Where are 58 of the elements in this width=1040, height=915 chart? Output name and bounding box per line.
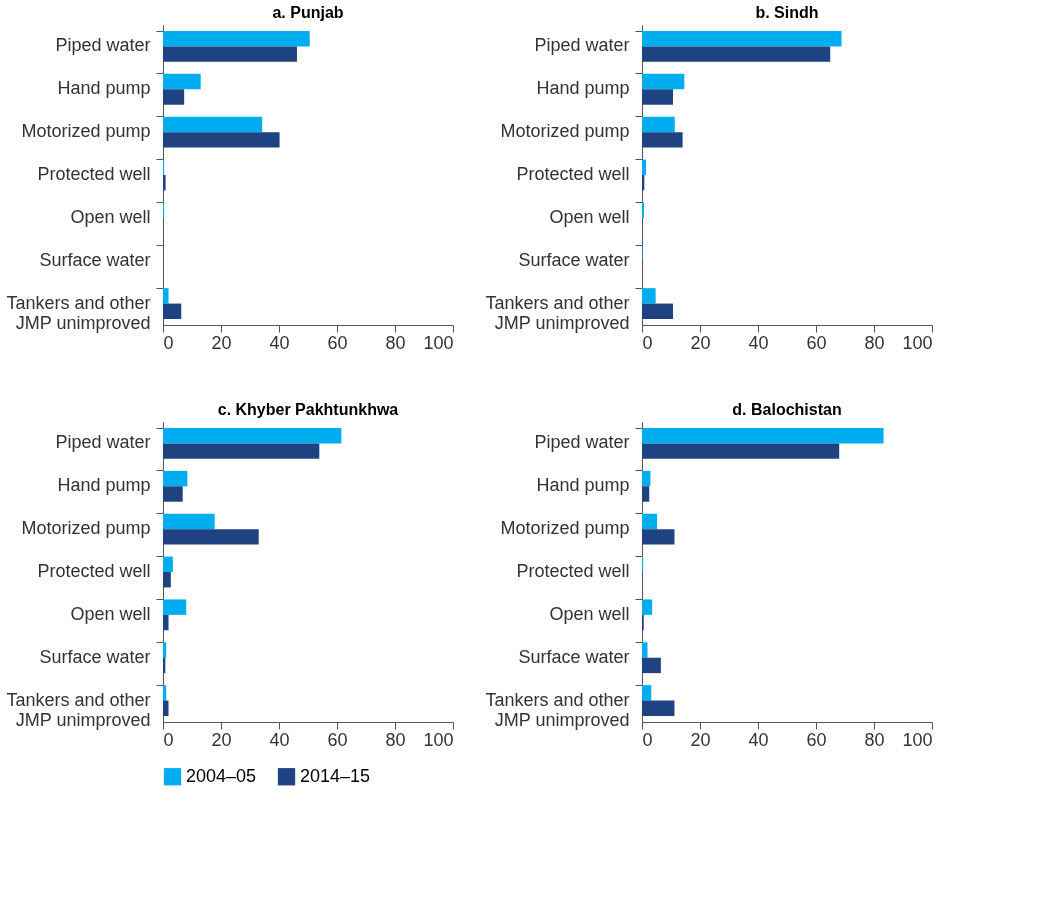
x-tick-label: 60 [327,729,348,750]
x-tick-label: 0 [163,332,174,353]
y-tick-label: Protected well [37,561,151,581]
y-tick-label: Tankers and other JMP unimproved [485,292,630,333]
y-tick-label: Tankers and other JMP unimproved [6,292,151,333]
y-tick-label: Surface water [39,249,151,270]
chart-title: b. Sindh [755,4,819,21]
x-tick-label: 80 [864,332,885,353]
y-tick-label: Surface water [518,646,630,667]
y-tick-label: Piped water [55,432,151,453]
x-tick-label: 0 [642,332,653,353]
x-tick-label: 20 [211,729,232,750]
y-tick-label: Hand pump [536,475,630,496]
chart-title: d. Balochistan [732,401,842,418]
y-tick-label: Hand pump [57,475,151,496]
legend-label: 2004–05 [186,765,257,786]
chart-title: c. Khyber Pakhtunkhwa [217,401,399,418]
x-tick-label: 20 [690,729,711,750]
y-tick-label: Protected well [516,561,630,581]
y-tick-label: Surface water [518,249,630,270]
x-tick-label: 100 [902,729,933,750]
y-tick-label: Motorized pump [21,518,151,539]
y-tick-label: Surface water [39,646,151,667]
x-tick-label: 0 [642,729,653,750]
y-tick-label: Piped water [534,432,630,453]
y-tick-label: Motorized pump [500,518,630,539]
y-tick-label: Hand pump [536,78,630,99]
y-tick-label: Protected well [516,164,630,184]
y-tick-label: Open well [549,603,630,624]
x-tick-label: 60 [806,729,827,750]
x-tick-label: 80 [385,332,406,353]
x-tick-label: 60 [806,332,827,353]
x-tick-label: 80 [864,729,885,750]
y-tick-label: Open well [70,206,151,227]
y-tick-label: Hand pump [57,78,151,99]
x-tick-label: 100 [423,729,454,750]
y-tick-label: Motorized pump [500,121,630,142]
legend-label: 2014–15 [300,765,371,786]
y-tick-label: Tankers and other JMP unimproved [6,689,151,730]
x-tick-label: 20 [211,332,232,353]
x-tick-label: 40 [269,729,290,750]
chart-title: a. Punjab [272,4,344,21]
x-tick-label: 20 [690,332,711,353]
x-tick-label: 0 [163,729,174,750]
x-tick-label: 40 [269,332,290,353]
y-tick-label: Protected well [37,164,151,184]
x-tick-label: 100 [423,332,454,353]
x-tick-label: 40 [748,729,769,750]
x-tick-label: 60 [327,332,348,353]
x-tick-label: 80 [385,729,406,750]
y-tick-label: Piped water [55,35,151,56]
y-tick-label: Open well [70,603,151,624]
x-tick-label: 100 [902,332,933,353]
y-tick-label: Piped water [534,35,630,56]
y-tick-label: Motorized pump [21,121,151,142]
y-tick-label: Tankers and other JMP unimproved [485,689,630,730]
x-tick-label: 40 [748,332,769,353]
y-tick-label: Open well [549,206,630,227]
